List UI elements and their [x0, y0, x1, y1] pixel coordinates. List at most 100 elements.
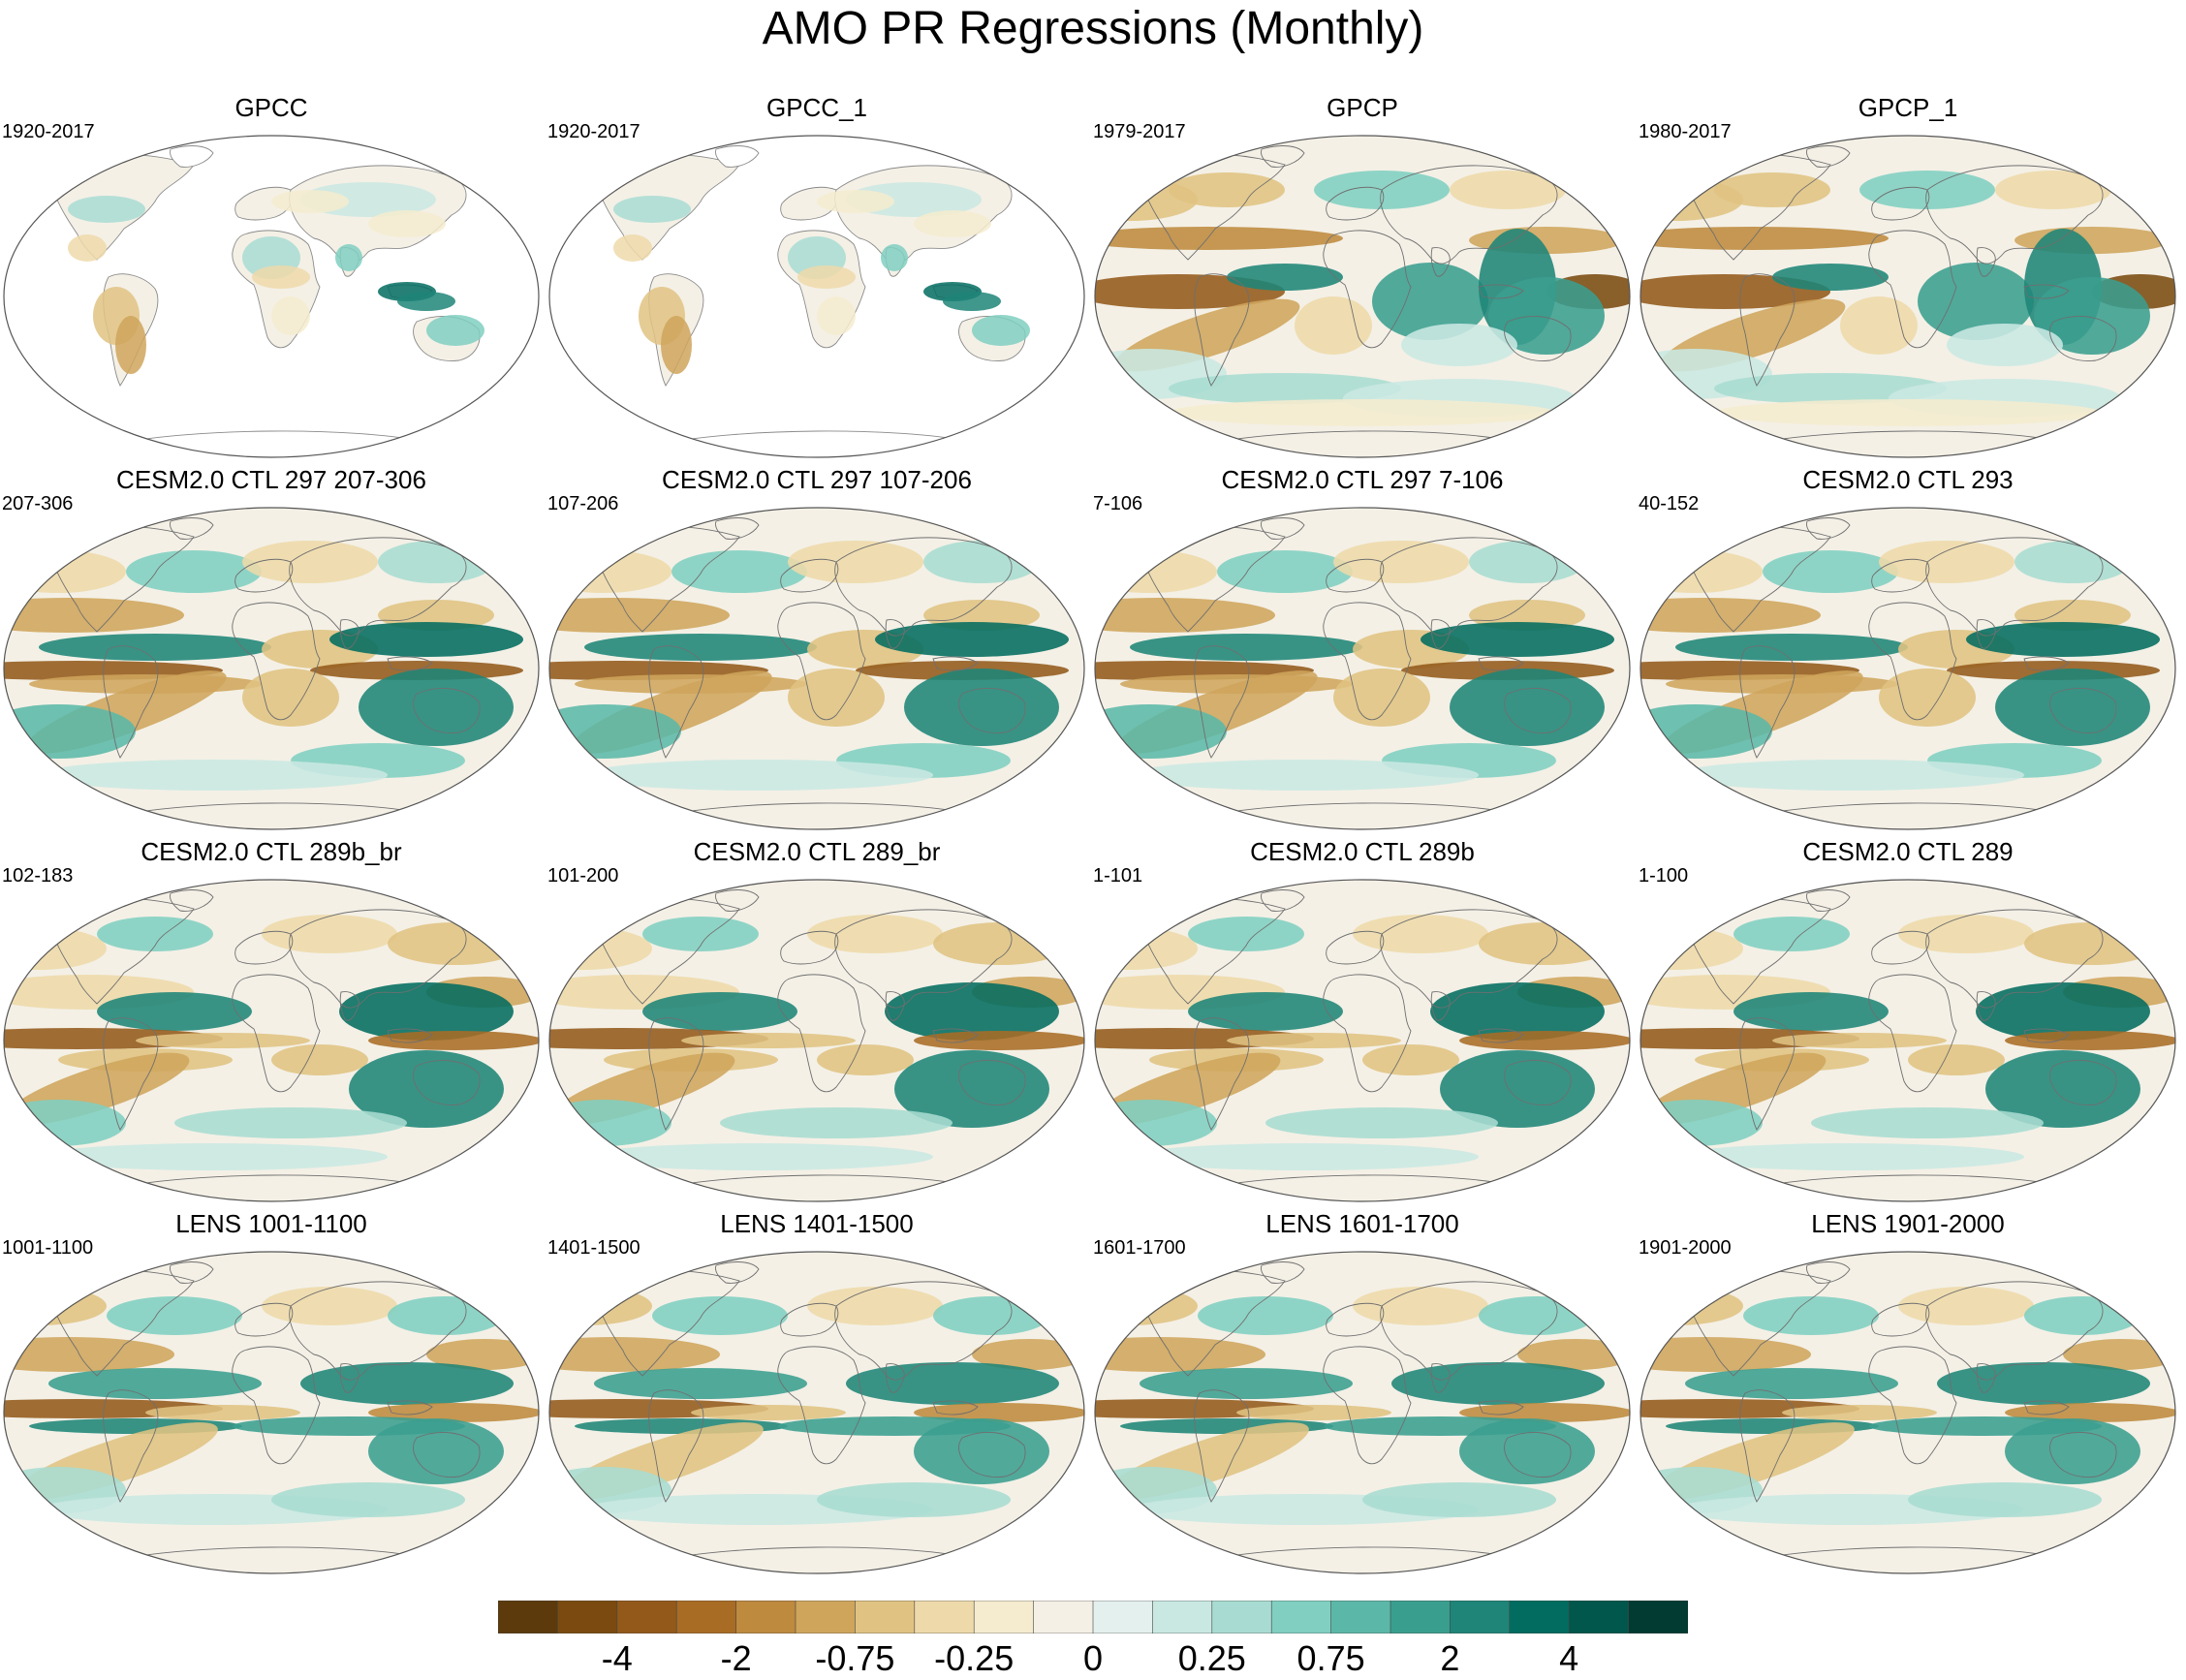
- map-field: [549, 1252, 1084, 1573]
- regression-map: [1640, 135, 2176, 458]
- map-panel: GPCC_1 1920-2017: [546, 93, 1088, 461]
- panel-title: LENS 1401-1500: [720, 1209, 914, 1238]
- map-border: [1640, 1251, 2176, 1574]
- map-border: [1640, 135, 2176, 458]
- map-border: [1640, 507, 2176, 830]
- map-field: [549, 136, 1084, 457]
- colorbar-swatch: [1270, 1601, 1332, 1633]
- panel-period: 101-200: [547, 865, 619, 887]
- panel-period: 107-206: [547, 493, 619, 514]
- map-panel: GPCP 1979-2017: [1091, 93, 1634, 461]
- map-border: [3, 507, 540, 830]
- colorbar-swatch: [1509, 1601, 1571, 1633]
- panel-period: 207-306: [2, 493, 74, 514]
- regression-map: [548, 507, 1085, 830]
- panel-title: CESM2.0 CTL 289_br: [693, 837, 941, 866]
- panel-title: CESM2.0 CTL 289: [1802, 837, 2014, 866]
- map-panel: CESM2.0 CTL 289 1-100: [1637, 837, 2179, 1205]
- map-border: [548, 879, 1085, 1202]
- regression-map: [548, 135, 1085, 458]
- panel-title: GPCP: [1327, 93, 1398, 122]
- colorbar-swatch: [1568, 1601, 1630, 1633]
- map-field: [4, 508, 539, 829]
- map-panel: LENS 1401-1500 1401-1500: [546, 1209, 1088, 1577]
- colorbar-swatch: [1390, 1601, 1452, 1633]
- regression-map: [1094, 1251, 1631, 1574]
- map-field: [1640, 1252, 2175, 1573]
- colorbar-swatch: [1092, 1601, 1154, 1633]
- map-panel: CESM2.0 CTL 297 107-206 107-206: [546, 465, 1088, 833]
- map-panel: CESM2.0 CTL 289b_br 102-183: [0, 837, 543, 1205]
- map-panel: GPCC 1920-2017: [0, 93, 543, 461]
- panel-title: LENS 1001-1100: [175, 1209, 367, 1238]
- regression-map: [3, 879, 540, 1202]
- colorbar-tick-label: 0.25: [1177, 1638, 1246, 1678]
- map-panel: LENS 1601-1700 1601-1700: [1091, 1209, 1634, 1577]
- colorbar-swatch: [1033, 1601, 1094, 1633]
- panel-title: CESM2.0 CTL 293: [1802, 465, 2014, 494]
- map-field: [1095, 1252, 1630, 1573]
- regression-map: [3, 1251, 540, 1574]
- panel-period: 1-100: [1639, 865, 1689, 887]
- colorbar-swatch: [498, 1601, 559, 1633]
- regression-map: [3, 507, 540, 830]
- panel-title: CESM2.0 CTL 297 7-106: [1221, 465, 1504, 494]
- colorbar-swatch: [557, 1601, 618, 1633]
- colorbar: [498, 1601, 1688, 1633]
- panel-title: CESM2.0 CTL 289b_br: [141, 837, 402, 866]
- map-border: [1094, 135, 1631, 458]
- panel-period: 102-183: [2, 865, 74, 887]
- map-field: [1640, 508, 2175, 829]
- map-panel: CESM2.0 CTL 289_br 101-200: [546, 837, 1088, 1205]
- colorbar-swatch: [914, 1601, 975, 1633]
- panel-title: LENS 1601-1700: [1265, 1209, 1459, 1238]
- map-panel: CESM2.0 CTL 293 40-152: [1637, 465, 2179, 833]
- regression-map: [1640, 1251, 2176, 1574]
- map-panel: LENS 1901-2000 1901-2000: [1637, 1209, 2179, 1577]
- colorbar-swatch: [675, 1601, 737, 1633]
- figure-title: AMO PR Regressions (Monthly): [762, 3, 1424, 54]
- panel-period: 1979-2017: [1093, 121, 1186, 142]
- map-field: [1640, 880, 2175, 1201]
- map-field: [4, 1252, 539, 1573]
- map-border: [1094, 879, 1631, 1202]
- panel-period: 40-152: [1639, 493, 1700, 514]
- colorbar-tick-label: 2: [1440, 1638, 1460, 1678]
- panel-title: CESM2.0 CTL 297 107-206: [662, 465, 972, 494]
- panel-title: LENS 1901-2000: [1811, 1209, 2005, 1238]
- colorbar-swatch: [616, 1601, 678, 1633]
- map-panel: LENS 1001-1100 1001-1100: [0, 1209, 543, 1577]
- colorbar-swatch: [1628, 1601, 1688, 1633]
- map-panel: CESM2.0 CTL 289b 1-101: [1091, 837, 1634, 1205]
- map-field: [1095, 136, 1630, 457]
- panel-title: CESM2.0 CTL 289b: [1250, 837, 1475, 866]
- panel-period: 1980-2017: [1639, 121, 1732, 142]
- colorbar-swatch: [1211, 1601, 1272, 1633]
- panel-period: 1001-1100: [2, 1237, 94, 1259]
- panel-period: 1401-1500: [547, 1237, 640, 1259]
- colorbar-swatch: [795, 1601, 857, 1633]
- map-field: [1095, 880, 1630, 1201]
- panel-period: 1920-2017: [547, 121, 640, 142]
- panel-period: 1920-2017: [2, 121, 95, 142]
- map-panel: CESM2.0 CTL 297 207-306 207-306: [0, 465, 543, 833]
- panel-period: 7-106: [1093, 493, 1143, 514]
- panel-period: 1-101: [1093, 865, 1143, 887]
- map-border: [3, 1251, 540, 1574]
- regression-map: [1640, 879, 2176, 1202]
- colorbar-swatch: [1330, 1601, 1391, 1633]
- colorbar-tick-label: -2: [720, 1638, 752, 1678]
- map-panel: CESM2.0 CTL 297 7-106 7-106: [1091, 465, 1634, 833]
- colorbar-swatch: [1152, 1601, 1213, 1633]
- map-border: [3, 135, 540, 458]
- regression-map: [3, 135, 540, 458]
- colorbar-tick-label: 4: [1559, 1638, 1579, 1678]
- colorbar-swatch: [973, 1601, 1035, 1633]
- regression-map: [548, 879, 1085, 1202]
- colorbar-tick-label: -4: [601, 1638, 633, 1678]
- map-border: [548, 507, 1085, 830]
- map-field: [549, 880, 1084, 1201]
- panel-title: GPCC: [234, 93, 308, 122]
- map-field: [1095, 508, 1630, 829]
- colorbar-tick-label: 0.75: [1296, 1638, 1365, 1678]
